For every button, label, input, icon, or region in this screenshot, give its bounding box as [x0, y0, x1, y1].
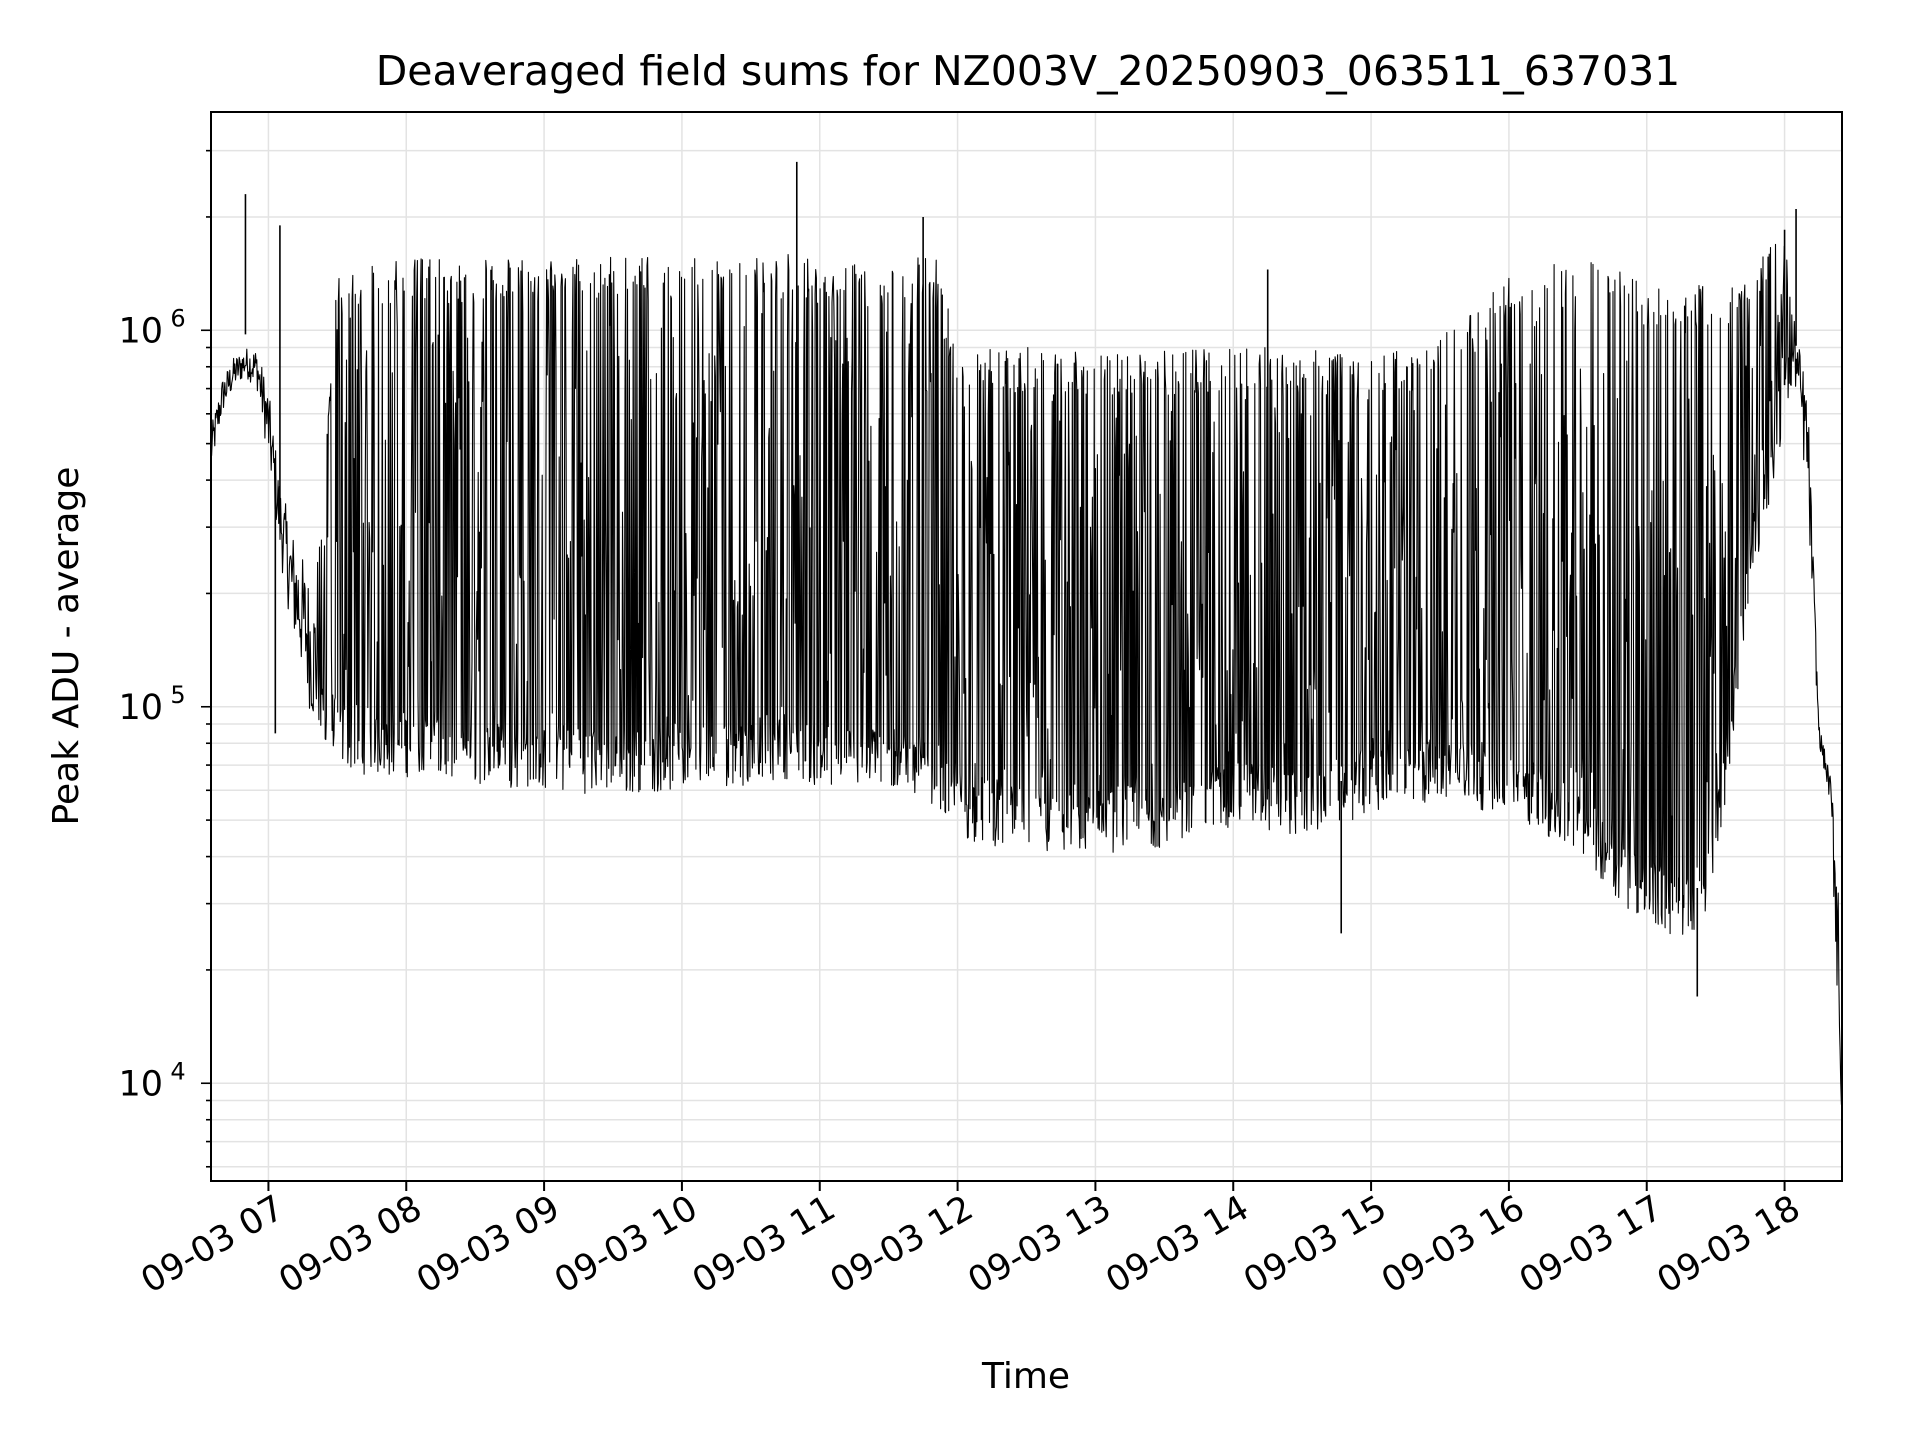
- x-tick-label: 09-03 16: [1375, 1188, 1531, 1301]
- y-tick-label: 10: [118, 311, 163, 351]
- y-tick-exponent: 5: [170, 681, 185, 709]
- x-tick-label: 09-03 12: [824, 1188, 980, 1301]
- chart-title: Deaveraged field sums for NZ003V_2025090…: [376, 47, 1681, 95]
- y-tick-exponent: 6: [170, 304, 185, 332]
- x-tick-label: 09-03 17: [1513, 1188, 1669, 1301]
- x-tick-label: 09-03 10: [548, 1188, 704, 1301]
- x-tick-label: 09-03 11: [686, 1188, 842, 1301]
- y-tick-label: 10: [118, 1064, 163, 1104]
- x-tick-label: 09-03 08: [272, 1188, 428, 1301]
- x-tick-label: 09-03 07: [135, 1188, 291, 1301]
- plot-frame: [210, 111, 1843, 1182]
- x-tick-label: 09-03 14: [1099, 1188, 1255, 1301]
- x-tick-label: 09-03 09: [410, 1188, 566, 1301]
- y-tick-label: 10: [118, 688, 163, 728]
- x-tick-label: 09-03 18: [1651, 1188, 1807, 1301]
- series-layer: [210, 161, 1843, 1106]
- x-tick-label: 09-03 13: [962, 1188, 1118, 1301]
- y-axis-label: Peak ADU - average: [46, 467, 87, 826]
- y-tick-exponent: 4: [170, 1057, 185, 1085]
- series-line: [210, 243, 1843, 1106]
- x-tick-label: 09-03 15: [1237, 1188, 1393, 1301]
- x-axis-label: Time: [981, 1356, 1070, 1397]
